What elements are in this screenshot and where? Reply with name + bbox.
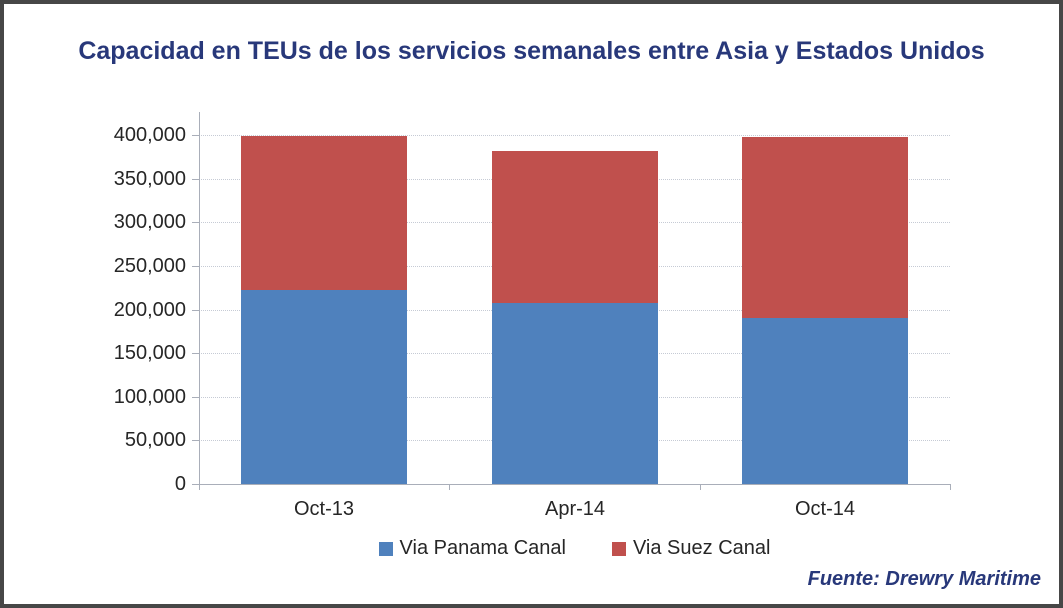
x-axis-category-label: Oct-13 (293, 498, 355, 520)
y-axis-tick-mark (192, 397, 199, 398)
x-axis-category-label: Oct-14 (794, 498, 856, 520)
chart-title: Capacidad en TEUs de los servicios seman… (78, 37, 985, 65)
y-axis-tick-label: 150,000 (113, 342, 186, 364)
legend-swatch-icon (378, 541, 393, 556)
y-axis-tick-mark (192, 440, 199, 441)
x-axis-category-label: Apr-14 (544, 498, 606, 520)
bar-segment-via-suez-canal-apr-14 (492, 151, 658, 303)
y-axis-tick-mark (192, 135, 199, 136)
legend-item-via-suez-canal: Via Suez Canal (611, 537, 771, 560)
y-axis-tick-label: 0 (174, 473, 186, 495)
y-axis-tick-mark (192, 222, 199, 223)
source-caption: Fuente: Drewry Maritime (807, 568, 1041, 590)
gridline (199, 135, 950, 136)
bar-segment-via-panama-canal-oct-14 (742, 318, 908, 484)
bar-segment-via-suez-canal-oct-13 (241, 136, 407, 290)
legend-label: Via Suez Canal (632, 537, 771, 559)
y-axis-tick-label: 400,000 (113, 124, 186, 146)
y-axis-tick-label: 250,000 (113, 255, 186, 277)
y-axis-tick-mark (192, 484, 199, 485)
y-axis-line (199, 112, 200, 484)
bar-segment-via-suez-canal-oct-14 (742, 137, 908, 318)
y-axis-tick-mark (192, 310, 199, 311)
legend-swatch-icon (611, 541, 626, 556)
legend: Via Panama Canal Via Suez Canal (199, 537, 950, 560)
x-axis-tick-mark (700, 484, 701, 490)
y-axis-tick-label: 350,000 (113, 168, 186, 190)
stacked-bar-chart: 0 50,000 100,000 150,000 200,000 250,000 300,0… (4, 4, 1059, 604)
y-axis-tick-label: 100,000 (113, 386, 186, 408)
y-axis-tick-mark (192, 353, 199, 354)
legend-item-via-panama-canal: Via Panama Canal (378, 537, 566, 560)
legend-label: Via Panama Canal (399, 537, 566, 559)
y-axis-tick-label: 200,000 (113, 299, 186, 321)
x-axis-tick-mark (950, 484, 951, 490)
x-axis-line (199, 484, 951, 485)
bar-segment-via-panama-canal-oct-13 (241, 290, 407, 484)
x-axis-tick-mark (199, 484, 200, 490)
y-axis-tick-label: 50,000 (124, 429, 186, 451)
bar-segment-via-panama-canal-apr-14 (492, 303, 658, 484)
y-axis-tick-mark (192, 266, 199, 267)
y-axis-tick-mark (192, 179, 199, 180)
y-axis-tick-label: 300,000 (113, 211, 186, 233)
x-axis-tick-mark (449, 484, 450, 490)
